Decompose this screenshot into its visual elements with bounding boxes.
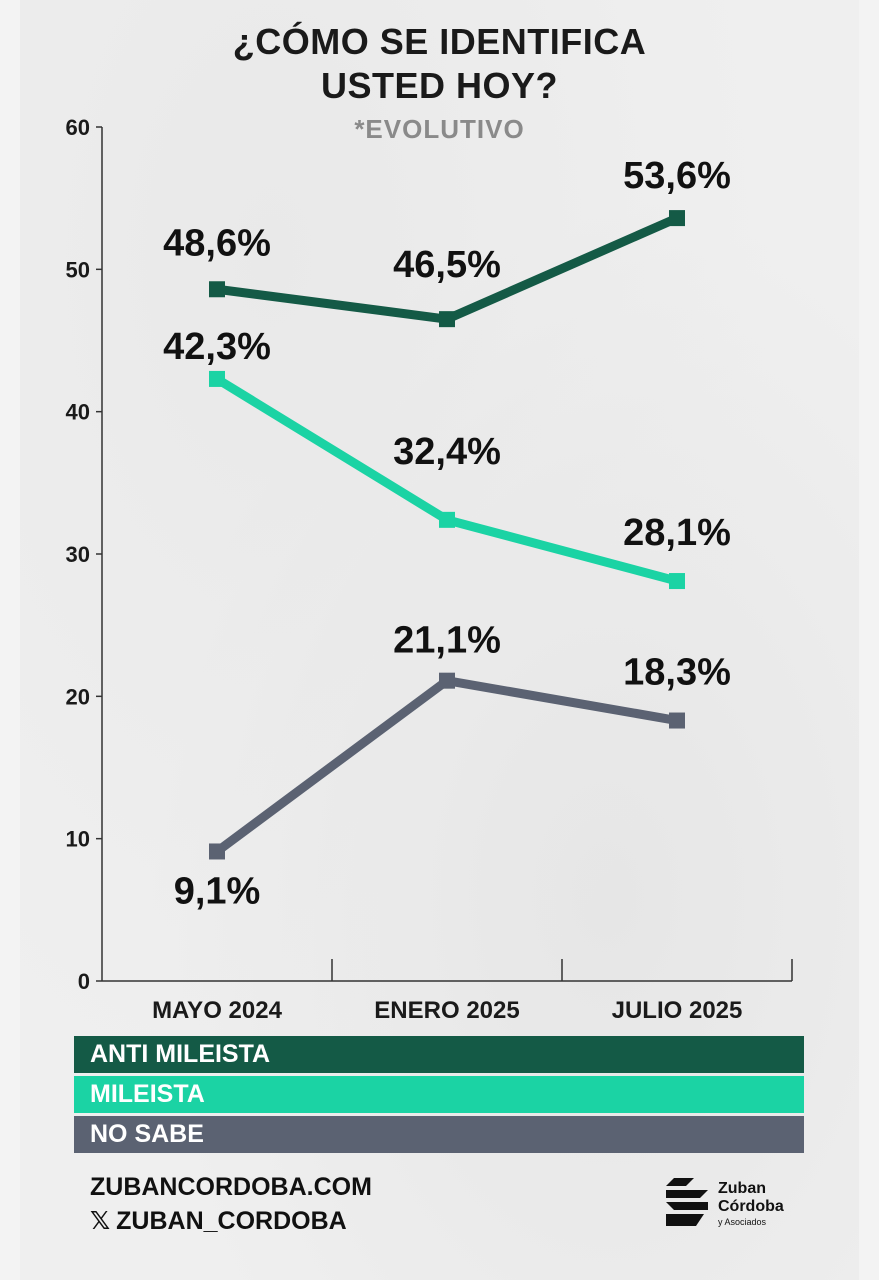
x-tick-label: MAYO 2024 — [152, 997, 283, 1024]
logo-text: Zuban Córdoba y Asociados — [718, 1180, 784, 1228]
footer-links: ZUBANCORDOBA.COM 𝕏 ZUBAN_CORDOBA — [90, 1170, 372, 1238]
y-tick-label: 30 — [66, 542, 90, 567]
line-chart: 0 10 20 30 40 50 60 MAYO 2024 ENERO 2025 JULIO 20… — [66, 115, 793, 1024]
series-point — [209, 843, 225, 860]
data-label: 28,1% — [623, 512, 731, 554]
y-tick-label: 40 — [66, 400, 90, 425]
data-label: 21,1% — [393, 620, 501, 662]
series-point — [669, 573, 685, 590]
x-tick-label: ENERO 2025 — [374, 997, 519, 1024]
legend-item: NO SABE — [74, 1116, 804, 1153]
y-tick-label: 10 — [66, 827, 90, 852]
data-label: 46,5% — [393, 244, 501, 286]
legend: ANTI MILEISTA MILEISTA NO SABE — [74, 1036, 804, 1156]
y-tick-label: 60 — [66, 115, 90, 140]
series-line — [212, 374, 682, 586]
series-point — [669, 210, 685, 227]
data-label: 9,1% — [174, 870, 261, 912]
chart-axes: 0 10 20 30 40 50 60 MAYO 2024 ENERO 2025 JULIO 20… — [66, 115, 793, 1024]
y-tick-label: 50 — [66, 257, 90, 282]
chart-title: ¿CÓMO SE IDENTIFICA USTED HOY? — [0, 20, 879, 108]
data-label: 42,3% — [163, 326, 271, 368]
chart-title-line-2: USTED HOY? — [320, 65, 558, 106]
chart-subtitle: *EVOLUTIVO — [354, 114, 525, 144]
series-point — [209, 281, 225, 298]
series-point — [669, 712, 685, 729]
logo-line-1: Zuban — [718, 1180, 766, 1197]
data-label: 18,3% — [623, 652, 731, 694]
data-label: 53,6% — [623, 155, 731, 197]
x-logo-icon: 𝕏 — [90, 1207, 111, 1235]
chart-series — [209, 210, 685, 860]
y-tick-label: 0 — [78, 969, 90, 994]
website-link[interactable]: ZUBANCORDOBA.COM — [90, 1173, 372, 1201]
series-line — [212, 676, 682, 856]
legend-item: ANTI MILEISTA — [74, 1036, 804, 1073]
zuban-cordoba-logo: Zuban Córdoba y Asociados — [664, 1176, 804, 1232]
chart-data-labels: 48,6% 46,5% 53,6% 42,3% 32,4% 28,1% 9,1% 21,1% 1… — [163, 155, 731, 912]
data-label: 48,6% — [163, 222, 271, 264]
logo-line-3: y Asociados — [718, 1217, 767, 1227]
legend-item: MILEISTA — [74, 1076, 804, 1113]
y-tick-label: 20 — [66, 684, 90, 709]
chart-title-line-1: ¿CÓMO SE IDENTIFICA — [232, 21, 647, 62]
series-point — [439, 672, 455, 689]
x-tick-label: JULIO 2025 — [612, 997, 743, 1024]
data-label: 32,4% — [393, 431, 501, 473]
x-handle-row[interactable]: 𝕏 ZUBAN_CORDOBA — [90, 1204, 372, 1238]
series-point — [439, 511, 455, 528]
series-point — [439, 311, 455, 328]
x-handle: ZUBAN_CORDOBA — [116, 1207, 347, 1235]
series-point — [209, 370, 225, 387]
logo-line-2: Córdoba — [718, 1198, 784, 1215]
zuban-logo-icon — [666, 1178, 708, 1226]
